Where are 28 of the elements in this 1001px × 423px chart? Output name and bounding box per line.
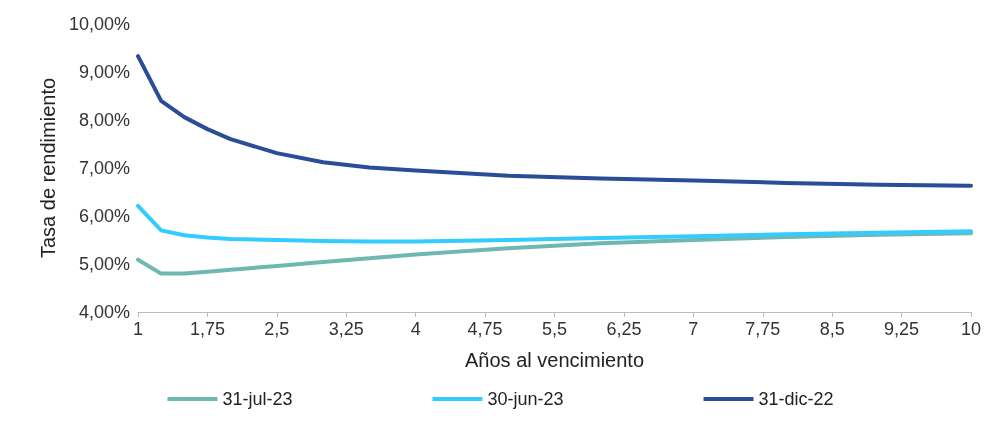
- legend-label: 30-jun-23: [487, 389, 564, 409]
- y-tick-label: 10,00%: [68, 14, 130, 34]
- x-tick-label: 4: [410, 319, 421, 339]
- y-tick-label: 5,00%: [78, 254, 130, 274]
- x-tick-label: 1: [132, 319, 144, 339]
- x-tick-label: 2,5: [264, 319, 290, 339]
- legend-label: 31-dic-22: [758, 389, 834, 409]
- x-tick-label: 8,5: [819, 319, 845, 339]
- y-tick-label: 9,00%: [78, 62, 130, 82]
- x-tick-label: 6,25: [606, 319, 642, 339]
- line-series: [136, 203, 973, 244]
- line-series: [136, 54, 973, 188]
- x-tick-label: 10: [960, 319, 982, 339]
- x-tick-label: 5,5: [541, 319, 568, 339]
- y-tick-label: 8,00%: [78, 110, 130, 130]
- y-tick-label: 4,00%: [78, 302, 130, 322]
- y-tick-label: 6,00%: [78, 206, 130, 226]
- y-tick-label: 7,00%: [78, 158, 130, 178]
- x-tick-label: 1,75: [189, 319, 225, 339]
- x-tick-label: 7,75: [745, 319, 781, 339]
- line-series: [136, 231, 973, 276]
- y-axis-title: Tasa de rendimiento: [37, 77, 60, 259]
- x-tick-label: 7: [688, 319, 699, 339]
- x-axis-title: Años al vencimiento: [465, 349, 644, 371]
- legend-label: 31-jul-23: [222, 389, 293, 409]
- x-tick-label: 3,25: [328, 319, 364, 339]
- x-tick-label: 9,25: [884, 319, 920, 339]
- x-tick-label: 4,75: [467, 319, 503, 339]
